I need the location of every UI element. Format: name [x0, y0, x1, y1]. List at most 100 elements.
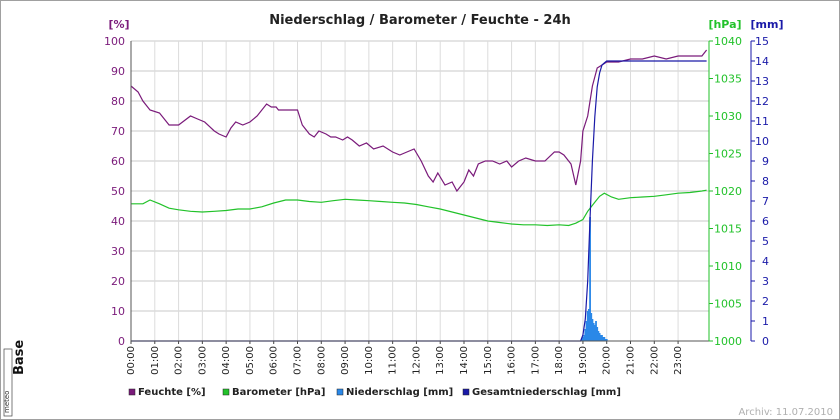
logo-text: Base — [12, 340, 27, 375]
right2-tick-label: 7 — [762, 195, 769, 208]
right1-tick-label: 1020 — [714, 185, 742, 198]
right2-tick-label: 0 — [762, 335, 769, 348]
niederschlag-bar — [593, 325, 596, 341]
legend-label: Feuchte [%] — [138, 387, 206, 398]
niederschlag-bar — [597, 331, 600, 341]
x-tick-label: 22:00 — [649, 346, 660, 375]
x-tick-label: 21:00 — [626, 346, 637, 375]
right2-tick-label: 5 — [762, 235, 769, 248]
legend: Feuchte [%] Barometer [hPa] Niederschlag [… — [128, 387, 621, 398]
niederschlag-bar — [599, 335, 602, 341]
legend-swatch — [462, 388, 470, 396]
x-tick-label: 14:00 — [459, 346, 470, 375]
series-line-1 — [131, 189, 707, 227]
right1-tick-label: 1015 — [714, 223, 742, 236]
niederschlag-bar — [598, 333, 601, 341]
left-axis-unit: [%] — [108, 18, 129, 31]
right2-tick-label: 14 — [755, 55, 769, 68]
left-tick-label: 10 — [111, 305, 125, 318]
niederschlag-bar — [591, 319, 594, 341]
left-tick-label: 70 — [111, 125, 125, 138]
chart-title: Niederschlag / Barometer / Feuchte - 24h — [269, 13, 571, 28]
left-tick-label: 40 — [111, 215, 125, 228]
right1-tick-label: 1005 — [714, 298, 742, 311]
right2-tick-label: 3 — [762, 275, 769, 288]
x-tick-label: 02:00 — [174, 346, 185, 375]
right2-tick-label: 6 — [762, 215, 769, 228]
left-tick-label: 20 — [111, 275, 125, 288]
left-tick-label: 80 — [111, 95, 125, 108]
x-tick-label: 20:00 — [602, 346, 613, 375]
right2-tick-label: 11 — [755, 115, 769, 128]
x-tick-label: 12:00 — [411, 346, 422, 375]
series-line-3 — [131, 60, 707, 342]
right2-tick-label: 12 — [755, 95, 769, 108]
meteo-logo: meteo Base — [3, 340, 27, 417]
right2-tick-label: 13 — [755, 75, 769, 88]
logo-small-text: meteo — [3, 391, 11, 413]
legend-swatch — [128, 388, 136, 396]
x-tick-label: 07:00 — [293, 346, 304, 375]
niederschlag-bar — [582, 337, 584, 341]
x-tick-label: 05:00 — [245, 346, 256, 375]
right2-tick-label: 2 — [762, 295, 769, 308]
x-tick-label: 10:00 — [364, 346, 375, 375]
niederschlag-bar — [603, 337, 606, 341]
x-tick-label: 16:00 — [507, 346, 518, 375]
niederschlag-bar — [605, 339, 608, 341]
niederschlag-bar — [601, 335, 603, 341]
right2-tick-label: 1 — [762, 315, 769, 328]
right1-tick-label: 1040 — [714, 35, 742, 48]
right2-tick-label: 4 — [762, 255, 769, 268]
niederschlag-bar — [602, 337, 605, 341]
niederschlag-bar — [590, 313, 593, 341]
x-tick-label: 03:00 — [197, 346, 208, 375]
archive-date: Archiv: 11.07.2010 — [738, 407, 833, 418]
x-tick-label: 09:00 — [340, 346, 351, 375]
x-tick-label: 13:00 — [435, 346, 446, 375]
left-tick-label: 50 — [111, 185, 125, 198]
series-line-0 — [130, 49, 708, 193]
legend-swatch — [336, 388, 344, 396]
x-tick-label: 15:00 — [483, 346, 494, 375]
left-tick-label: 90 — [111, 65, 125, 78]
x-tick-label: 08:00 — [316, 346, 327, 375]
niederschlag-bar — [596, 327, 599, 341]
x-tick-label: 18:00 — [554, 346, 565, 375]
x-tick-label: 17:00 — [530, 346, 541, 375]
right2-tick-label: 15 — [755, 35, 769, 48]
right1-tick-label: 1000 — [714, 335, 742, 348]
right2-tick-label: 10 — [755, 135, 769, 148]
niederschlag-bar — [604, 339, 607, 341]
right2-tick-label: 9 — [762, 155, 769, 168]
right2-tick-label: 8 — [762, 175, 769, 188]
legend-swatch — [222, 388, 230, 396]
right1-tick-label: 1010 — [714, 260, 742, 273]
x-tick-label: 04:00 — [221, 346, 232, 375]
niederschlag-bar — [583, 335, 586, 341]
right1-axis-unit: [hPa] — [708, 18, 741, 31]
left-tick-label: 0 — [118, 335, 125, 348]
niederschlag-bar — [580, 339, 583, 341]
niederschlag-bar — [589, 217, 591, 341]
right1-tick-label: 1030 — [714, 110, 742, 123]
x-tick-label: 23:00 — [673, 346, 684, 375]
niederschlag-bar — [586, 311, 589, 341]
x-tick-label: 11:00 — [388, 346, 399, 375]
niederschlag-bar — [584, 329, 587, 341]
legend-label: Niederschlag [mm] — [346, 387, 453, 398]
legend-label: Gesamtniederschlag [mm] — [472, 387, 621, 398]
niederschlag-bar — [587, 309, 590, 341]
x-tick-label: 19:00 — [578, 346, 589, 375]
right1-tick-label: 1025 — [714, 148, 742, 161]
legend-label: Barometer [hPa] — [232, 387, 325, 398]
x-tick-label: 00:00 — [126, 346, 137, 375]
niederschlag-bar — [592, 323, 595, 341]
x-tick-label: 06:00 — [269, 346, 280, 375]
left-tick-label: 30 — [111, 245, 125, 258]
right1-tick-label: 1035 — [714, 73, 742, 86]
x-tick-label: 01:00 — [150, 346, 161, 375]
right2-axis-unit: [mm] — [751, 18, 784, 31]
